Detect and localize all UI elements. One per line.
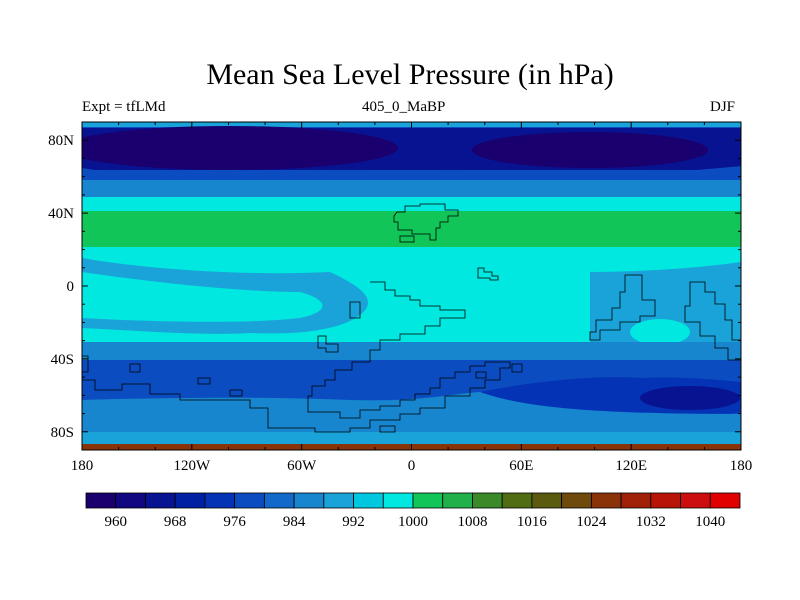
colorbar — [85, 492, 741, 509]
colorbar-swatch — [85, 492, 117, 509]
colorbar-swatch — [353, 492, 384, 509]
latitude-tick-label: 80N — [48, 133, 74, 149]
latitude-tick-label: 0 — [67, 279, 75, 295]
colorbar-swatch — [531, 492, 563, 509]
colorbar-swatch — [323, 492, 354, 509]
colorbar-label: 1024 — [576, 514, 607, 530]
latitude-tick-label: 80S — [51, 425, 74, 441]
northern-continent-outline — [393, 203, 459, 241]
latitude-tick-label: 40N — [48, 206, 74, 222]
colorbar-labels: 960 968 976 984 992 1000 1008 1016 1024 1032 1040 — [104, 514, 725, 530]
colorbar-swatch — [204, 492, 236, 509]
colorbar-swatch — [442, 492, 473, 509]
longitude-tick-label: 180 — [730, 458, 753, 474]
colorbar-label: 1000 — [398, 514, 428, 530]
colorbar-swatch — [234, 492, 265, 509]
colorbar-swatch — [293, 492, 325, 509]
colorbar-label: 968 — [164, 514, 187, 530]
colorbar-label: 984 — [283, 514, 306, 530]
colorbar-swatch — [501, 492, 533, 509]
island-outline — [399, 235, 415, 243]
colorbar-swatch — [382, 492, 414, 509]
eastern-continent-outline — [589, 274, 656, 341]
southern-continent-outline — [82, 281, 511, 433]
figure-title: Mean Sea Level Pressure (in hPa) — [206, 58, 614, 91]
colorbar-swatch — [174, 492, 206, 509]
longitude-tick-label: 120W — [173, 458, 211, 474]
longitude-tick-label: 180 — [71, 458, 94, 474]
longitude-ticks — [81, 122, 742, 450]
colorbar-swatch — [620, 492, 652, 509]
colorbar-swatch — [650, 492, 681, 509]
island-outline — [511, 363, 523, 373]
island-outline — [129, 363, 141, 373]
island-outline — [229, 389, 243, 397]
colorbar-label: 976 — [223, 514, 246, 530]
colorbar-label: 960 — [104, 514, 127, 530]
longitude-tick-label: 120E — [615, 458, 647, 474]
island-outline — [379, 425, 396, 433]
longitude-tick-label: 0 — [408, 458, 416, 474]
experiment-label: Expt = tfLMd — [82, 99, 166, 115]
island-outline — [197, 377, 211, 385]
colorbar-swatch — [590, 492, 622, 509]
colorbar-label: 1040 — [695, 514, 725, 530]
island-outline — [477, 267, 499, 281]
longitude-tick-label: 60E — [509, 458, 533, 474]
eastern-continent-outline — [684, 281, 741, 361]
island-outline — [317, 335, 339, 353]
island-outline — [475, 371, 487, 379]
coast-outline — [82, 355, 89, 373]
colorbar-label: 992 — [342, 514, 365, 530]
colorbar-label: 1032 — [636, 514, 666, 530]
longitude-tick-labels: 180 120W 60W 0 60E 120E 180 — [71, 458, 753, 474]
colorbar-swatch — [412, 492, 444, 509]
latitude-tick-label: 40S — [51, 352, 74, 368]
colorbar-swatch — [145, 492, 176, 509]
colorbar-label: 1008 — [457, 514, 487, 530]
island-outline — [349, 301, 361, 319]
season-label: DJF — [710, 99, 736, 115]
longitude-tick-label: 60W — [287, 458, 317, 474]
colorbar-swatch — [561, 492, 592, 509]
colorbar-swatch — [709, 492, 741, 509]
colorbar-swatch — [263, 492, 295, 509]
time-period-label: 405_0_MaBP — [362, 99, 446, 115]
pressure-contour-fill — [82, 122, 741, 450]
latitude-ticks — [82, 121, 741, 451]
continent-outlines — [82, 203, 741, 433]
colorbar-swatch — [680, 492, 711, 509]
colorbar-label: 1016 — [517, 514, 548, 530]
latitude-tick-labels: 80N 40N 0 40S 80S — [48, 133, 74, 441]
colorbar-swatch — [115, 492, 146, 509]
colorbar-swatch — [472, 492, 503, 509]
